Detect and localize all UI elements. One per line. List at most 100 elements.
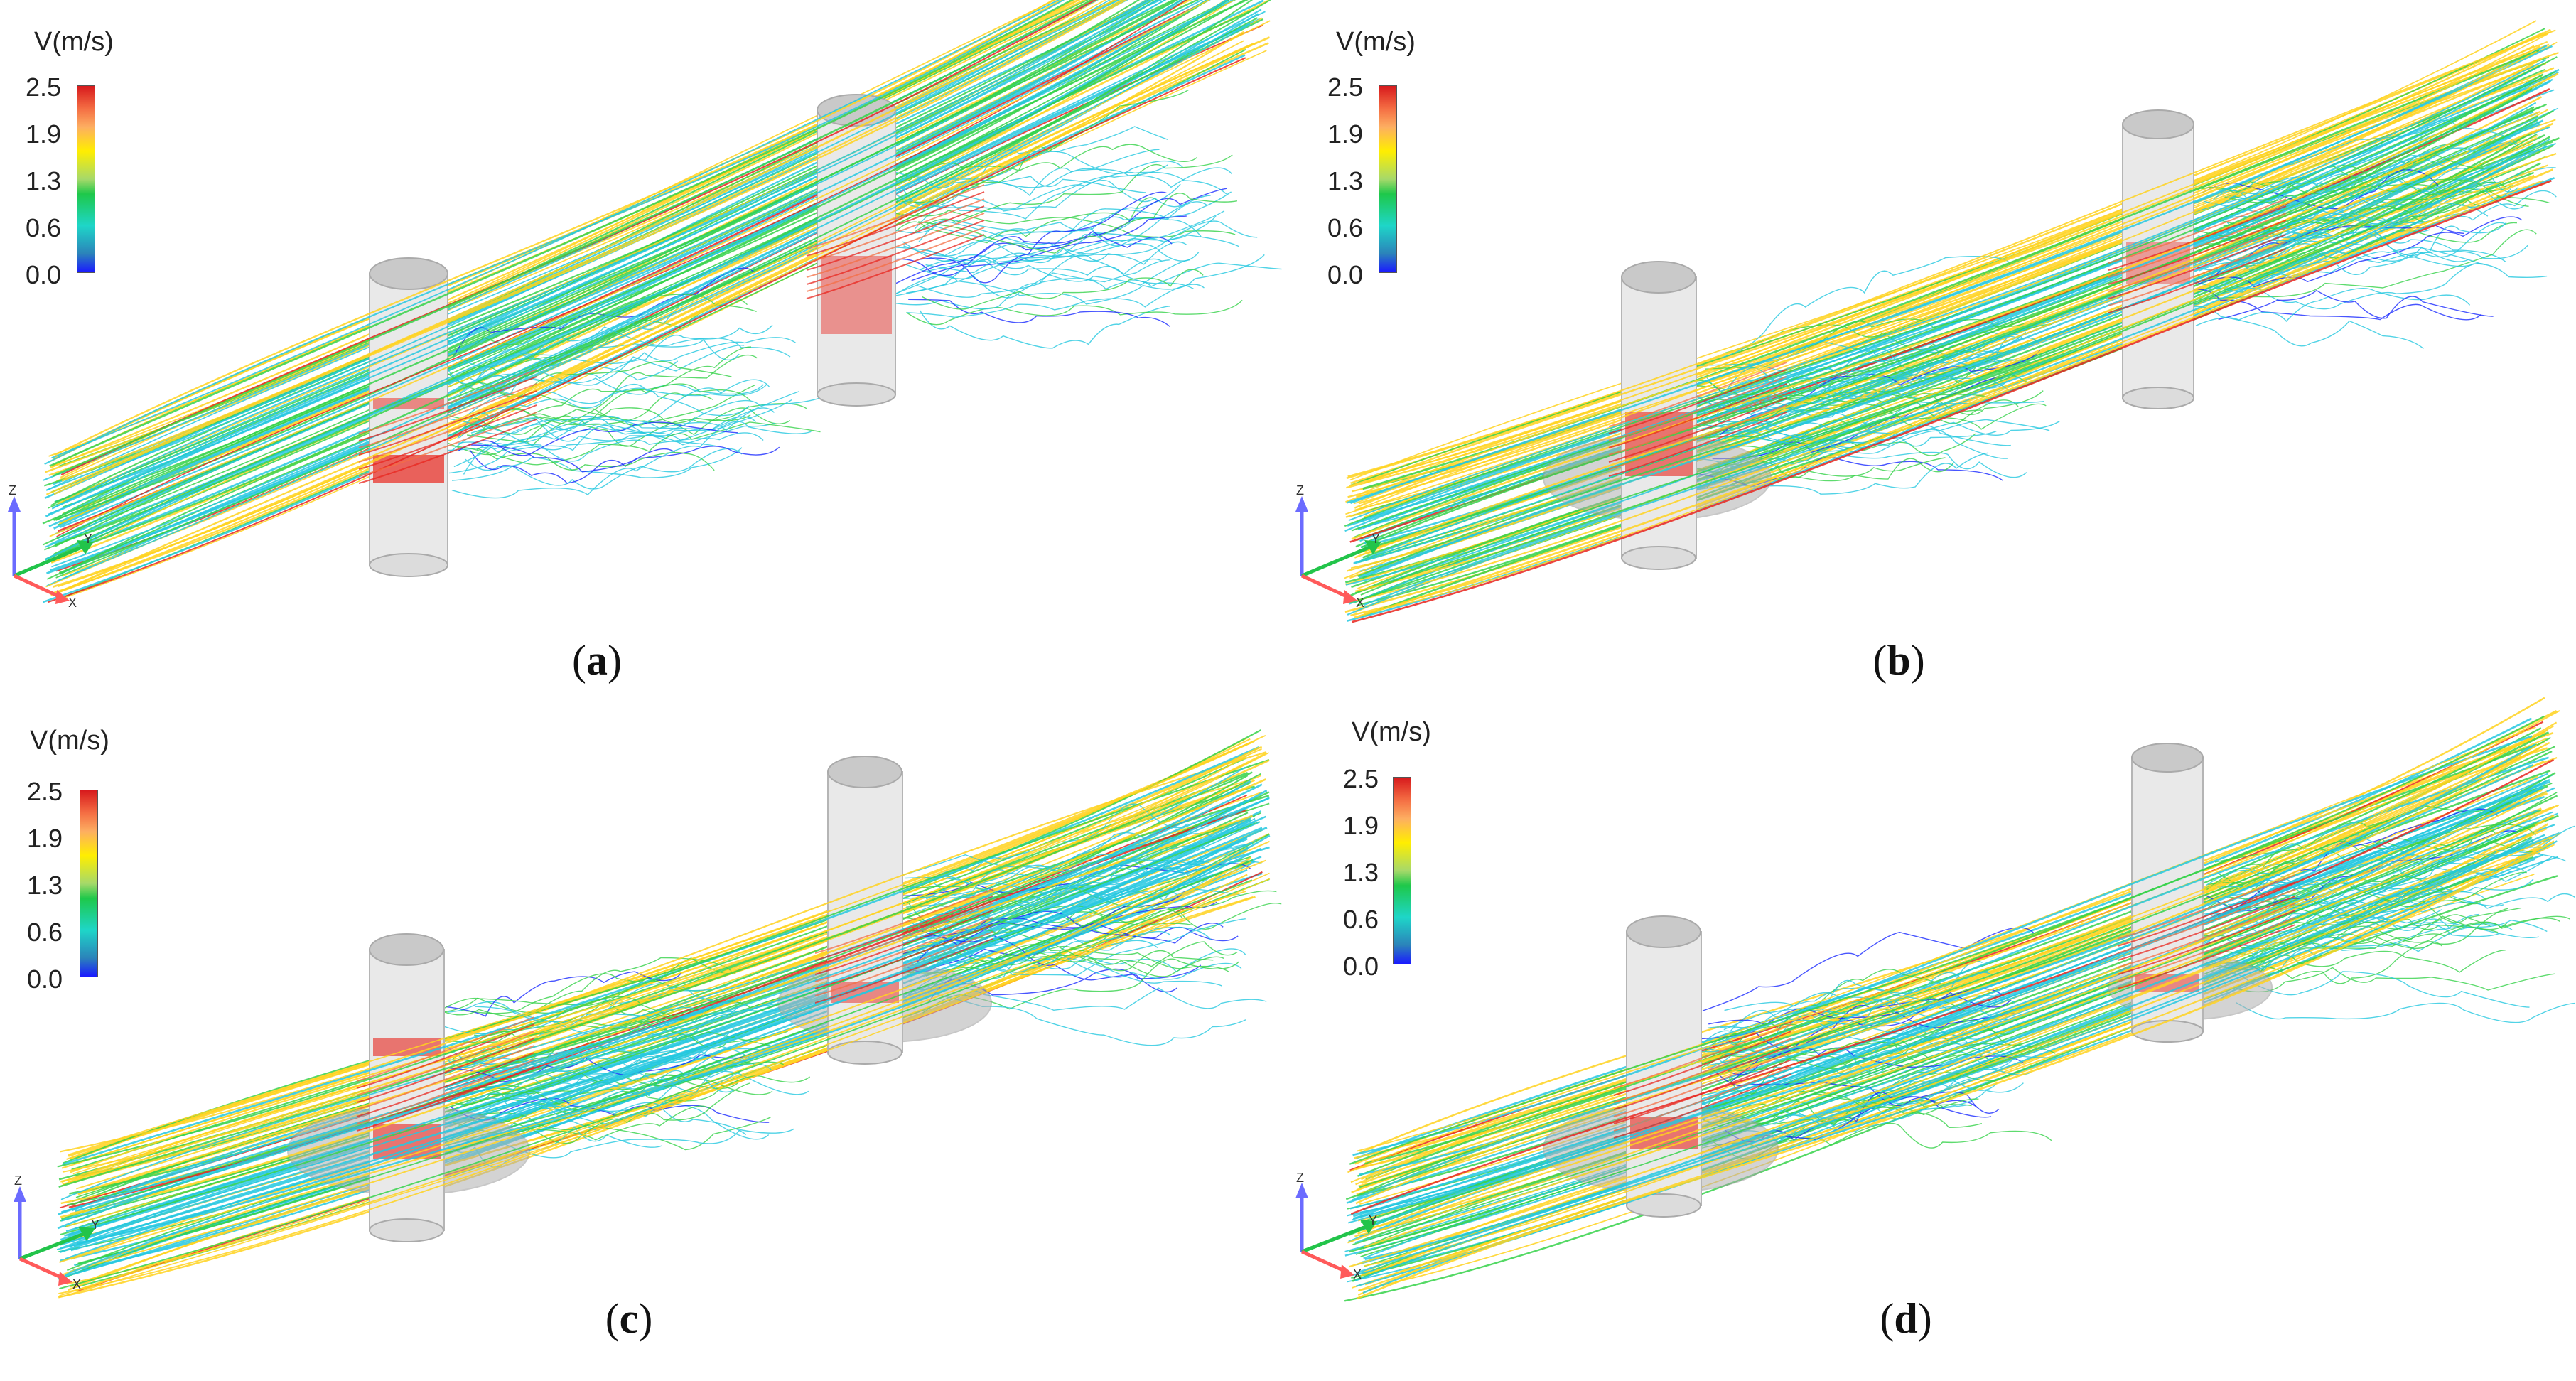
wake-streamline bbox=[467, 383, 768, 420]
streamline bbox=[77, 859, 1254, 1264]
streamline bbox=[1355, 824, 2535, 1255]
wake-streamline bbox=[2227, 908, 2508, 969]
jet-streamline bbox=[1613, 1023, 1792, 1089]
wake-streamline bbox=[442, 1063, 772, 1119]
pile-upstream bbox=[369, 933, 445, 1242]
streamline bbox=[44, 0, 1234, 548]
streamline bbox=[1350, 180, 2544, 617]
wake-streamline bbox=[2197, 915, 2508, 969]
streamline bbox=[77, 778, 1266, 1194]
jet-streamline bbox=[356, 1038, 535, 1103]
streamline bbox=[1347, 149, 2534, 616]
legend-tick: 1.9 bbox=[25, 119, 61, 149]
jet-streamline bbox=[356, 1031, 535, 1096]
streamline bbox=[56, 23, 1251, 582]
streamline bbox=[60, 766, 1246, 1200]
streamline bbox=[53, 0, 1183, 530]
jet-streamline bbox=[814, 931, 993, 996]
wake-streamline bbox=[2191, 306, 2424, 349]
streamline bbox=[61, 746, 1263, 1169]
streamline bbox=[50, 0, 1081, 468]
wake-streamline bbox=[469, 448, 676, 484]
streamline bbox=[1357, 137, 2538, 589]
wake-streamline bbox=[458, 432, 764, 462]
streamline bbox=[52, 0, 1094, 477]
wake-streamline bbox=[2201, 222, 2517, 283]
streamline bbox=[1363, 813, 2539, 1259]
axis-y-label: Y bbox=[1369, 1213, 1378, 1227]
streamline bbox=[1347, 45, 2553, 504]
streamline bbox=[1350, 725, 2555, 1183]
wake-streamline bbox=[902, 235, 1239, 266]
streamline bbox=[1357, 834, 2545, 1274]
flow-visualization-c bbox=[14, 729, 1282, 1299]
legend-title: V(m/s) bbox=[30, 726, 109, 756]
jet-streamline bbox=[814, 938, 993, 1004]
streamline bbox=[1351, 72, 2559, 540]
streamline bbox=[1344, 63, 2544, 532]
streamline bbox=[59, 0, 1204, 529]
wake-streamline bbox=[446, 971, 682, 1017]
jet-streamline bbox=[356, 1059, 535, 1124]
streamline bbox=[70, 840, 1271, 1260]
wake-streamline bbox=[2219, 190, 2557, 289]
jet-streamline bbox=[356, 1052, 535, 1117]
wake-streamline bbox=[890, 210, 1236, 238]
wake-streamline bbox=[915, 154, 1233, 232]
jet-streamline bbox=[2117, 881, 2296, 947]
wake-streamline bbox=[444, 957, 732, 1018]
streamline bbox=[57, 0, 1230, 539]
caption-d: (d) bbox=[1880, 1295, 1932, 1342]
streamline bbox=[58, 18, 1264, 574]
jet-streamline bbox=[1613, 1066, 1792, 1132]
streamline bbox=[76, 775, 1261, 1190]
streamline bbox=[1360, 836, 2553, 1277]
panel-c: V(m/s) 2.5 1.9 1.3 0.6 0.0 Z Y X (c) bbox=[0, 690, 1288, 1380]
streamline bbox=[1347, 29, 2556, 478]
streamline bbox=[1360, 133, 2538, 596]
jet-streamline bbox=[2117, 910, 2296, 975]
wake-streamline bbox=[1728, 1019, 2015, 1058]
streamline bbox=[1350, 32, 2544, 484]
jet-streamline bbox=[806, 227, 985, 292]
jet-streamline bbox=[356, 1066, 535, 1132]
wake-streamline bbox=[460, 957, 736, 1014]
wake-streamline bbox=[1727, 1041, 2056, 1072]
streamline bbox=[60, 50, 1267, 600]
streamline bbox=[59, 751, 1267, 1153]
streamline bbox=[1354, 837, 2533, 1281]
axis-z-label: Z bbox=[1296, 1171, 1304, 1185]
wake-streamline bbox=[2196, 181, 2507, 240]
wake-streamline bbox=[887, 210, 1225, 264]
streamline bbox=[44, 0, 1229, 561]
jet-streamline bbox=[1608, 390, 1787, 456]
wake-streamline bbox=[890, 215, 1187, 276]
streamline bbox=[1352, 735, 2533, 1156]
wake-streamline bbox=[904, 259, 1170, 299]
wake-streamline bbox=[1708, 359, 2027, 415]
streamline bbox=[46, 22, 1253, 574]
streamline bbox=[45, 0, 1159, 517]
streamline bbox=[1349, 715, 2545, 1165]
streamlines-front-d bbox=[1347, 710, 2560, 1300]
wake-streamline bbox=[1694, 357, 2001, 412]
streamline bbox=[62, 48, 1246, 598]
wake-streamline bbox=[911, 188, 1227, 281]
wake-streamline bbox=[470, 324, 773, 397]
wake-streamline bbox=[906, 299, 1243, 326]
legend-tick: 1.9 bbox=[1327, 119, 1363, 149]
jet-streamline bbox=[2117, 903, 2296, 968]
axis-z-label: Z bbox=[1296, 483, 1304, 498]
jet-streamline bbox=[358, 369, 537, 434]
wake-streamline bbox=[906, 241, 1187, 294]
streamline bbox=[60, 821, 1261, 1236]
streamline bbox=[58, 896, 1254, 1295]
wake-streamline bbox=[476, 421, 821, 466]
streamline bbox=[64, 819, 1251, 1237]
jet-streamline bbox=[1613, 1059, 1792, 1124]
jet-streamline bbox=[358, 412, 537, 477]
caption-c: (c) bbox=[605, 1295, 653, 1342]
legend-tick: 1.9 bbox=[26, 824, 63, 853]
streamline bbox=[45, 0, 1124, 495]
streamline bbox=[1359, 103, 2547, 552]
